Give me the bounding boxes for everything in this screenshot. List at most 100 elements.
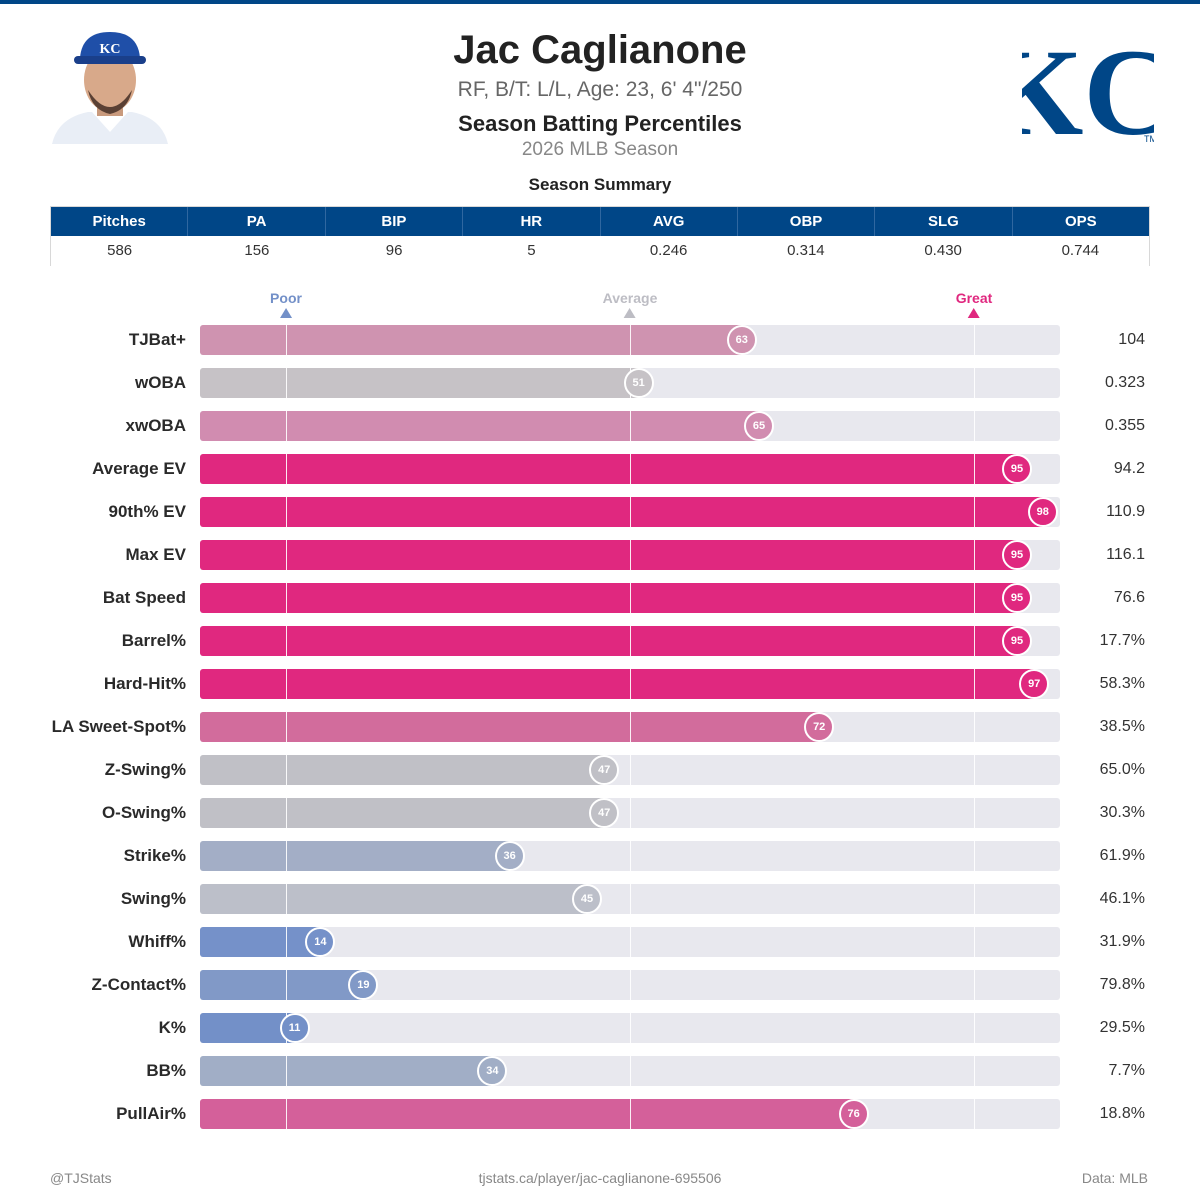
reference-line bbox=[630, 841, 631, 871]
metric-bar-track bbox=[200, 454, 1060, 484]
summary-header-cell: OPS bbox=[1064, 213, 1097, 230]
metric-bar bbox=[200, 884, 587, 914]
reference-line bbox=[974, 970, 975, 1000]
reference-line bbox=[630, 1013, 631, 1043]
metric-bar bbox=[200, 841, 510, 871]
metric-label: Average EV bbox=[92, 459, 186, 478]
reference-line bbox=[974, 497, 975, 527]
metric-bar-track bbox=[200, 755, 1060, 785]
percentile-badge: 11 bbox=[279, 1013, 310, 1043]
top-accent-bar bbox=[0, 0, 1200, 4]
metric-bar-track bbox=[200, 325, 1060, 355]
metric-value: 58.3% bbox=[1099, 675, 1145, 692]
metric-value: 30.3% bbox=[1099, 804, 1145, 821]
reference-line bbox=[974, 583, 975, 613]
metric-label: Z-Contact% bbox=[91, 975, 186, 994]
summary-value-cell: 0.246 bbox=[649, 242, 688, 259]
metric-bar bbox=[200, 798, 605, 828]
metric-label: Whiff% bbox=[128, 932, 186, 951]
metric-bar-track bbox=[200, 583, 1060, 613]
percentile-badge: 47 bbox=[589, 755, 620, 785]
metric-bar bbox=[200, 583, 1017, 613]
metric-bar bbox=[200, 970, 364, 1000]
metric-bar-track bbox=[200, 970, 1060, 1000]
summary-header-cell: OBP bbox=[738, 207, 876, 236]
percentile-badge: 63 bbox=[726, 325, 757, 355]
legend-poor: Poor bbox=[270, 290, 302, 318]
metric-value: 65.0% bbox=[1099, 761, 1145, 778]
metric-bar bbox=[200, 626, 1017, 656]
summary-value-row: 586 156 96 5 0.246 0.314 0.430 0.744 bbox=[51, 236, 1149, 266]
percentile-badge: 72 bbox=[804, 712, 835, 742]
metric-bar bbox=[200, 1056, 493, 1086]
svg-text:KC: KC bbox=[100, 42, 121, 57]
summary-header-cell: Pitches bbox=[51, 207, 189, 236]
reference-line bbox=[286, 970, 287, 1000]
reference-line bbox=[974, 540, 975, 570]
metric-value: 79.8% bbox=[1099, 976, 1145, 993]
percentile-badge: 14 bbox=[305, 927, 336, 957]
reference-line bbox=[286, 841, 287, 871]
reference-line bbox=[974, 1056, 975, 1086]
reference-line bbox=[286, 497, 287, 527]
player-name: Jac Caglianone bbox=[453, 28, 747, 72]
metric-label: Z-Swing% bbox=[104, 760, 186, 779]
svg-text:KC: KC bbox=[1022, 24, 1154, 148]
metric-value: 31.9% bbox=[1099, 933, 1145, 950]
percentile-badge: 47 bbox=[589, 798, 620, 828]
metric-label: 90th% EV bbox=[108, 502, 186, 521]
reference-line bbox=[630, 798, 631, 828]
percentile-badge: 95 bbox=[1002, 626, 1032, 656]
reference-line bbox=[974, 927, 975, 957]
metric-label: Barrel% bbox=[121, 631, 186, 650]
percentile-badge: 76 bbox=[838, 1099, 869, 1129]
metric-label: LA Sweet-Spot% bbox=[51, 717, 186, 736]
metric-value: 18.8% bbox=[1099, 1105, 1145, 1122]
metric-bar bbox=[200, 755, 605, 785]
metric-bar bbox=[200, 1099, 854, 1129]
reference-line bbox=[286, 454, 287, 484]
reference-line bbox=[286, 884, 287, 914]
reference-line bbox=[630, 325, 631, 355]
reference-line bbox=[630, 884, 631, 914]
percentile-badge: 95 bbox=[1002, 540, 1032, 570]
metric-value: 38.5% bbox=[1099, 718, 1145, 735]
reference-line bbox=[286, 368, 287, 398]
summary-value-cell: 0.744 bbox=[1061, 242, 1100, 259]
metric-value: 94.2 bbox=[1113, 460, 1145, 477]
metric-bar-track bbox=[200, 540, 1060, 570]
footer-credit: @TJStats bbox=[50, 1170, 112, 1186]
metric-bar-track bbox=[200, 497, 1060, 527]
metric-value: 7.7% bbox=[1108, 1062, 1145, 1079]
metric-value: 116.1 bbox=[1106, 546, 1145, 563]
metric-label: TJBat+ bbox=[128, 330, 186, 349]
metric-value: 46.1% bbox=[1099, 890, 1145, 907]
summary-value-cell: 0.314 bbox=[787, 242, 825, 259]
reference-line bbox=[286, 626, 287, 656]
metric-value: 76.6 bbox=[1113, 589, 1145, 606]
metric-label: xwOBA bbox=[125, 416, 186, 435]
metric-label: Max EV bbox=[125, 545, 186, 564]
metric-bar-track bbox=[200, 1099, 1060, 1129]
reference-line bbox=[630, 454, 631, 484]
summary-header-cell: AVG bbox=[601, 207, 738, 236]
metric-bar-track bbox=[200, 841, 1060, 871]
metric-bar-track bbox=[200, 712, 1060, 742]
metric-bar-track bbox=[200, 1013, 1060, 1043]
metric-label: O-Swing% bbox=[101, 803, 186, 822]
percentile-badge: 65 bbox=[744, 411, 774, 441]
reference-line bbox=[630, 927, 631, 957]
reference-line bbox=[630, 1056, 631, 1086]
reference-line bbox=[974, 755, 975, 785]
summary-value-cell: 5 bbox=[527, 242, 536, 259]
summary-header-cell: HR bbox=[463, 207, 601, 236]
reference-line bbox=[286, 411, 287, 441]
legend-average: Average bbox=[603, 290, 657, 318]
footer-url[interactable]: tjstats.ca/player/jac-caglianone-695506 bbox=[478, 1170, 722, 1186]
percentile-badge: 51 bbox=[623, 368, 654, 398]
metric-label: Swing% bbox=[120, 889, 186, 908]
reference-line bbox=[630, 411, 631, 441]
metric-bar bbox=[200, 325, 742, 355]
reference-line bbox=[630, 970, 631, 1000]
metric-label: PullAir% bbox=[116, 1104, 186, 1123]
